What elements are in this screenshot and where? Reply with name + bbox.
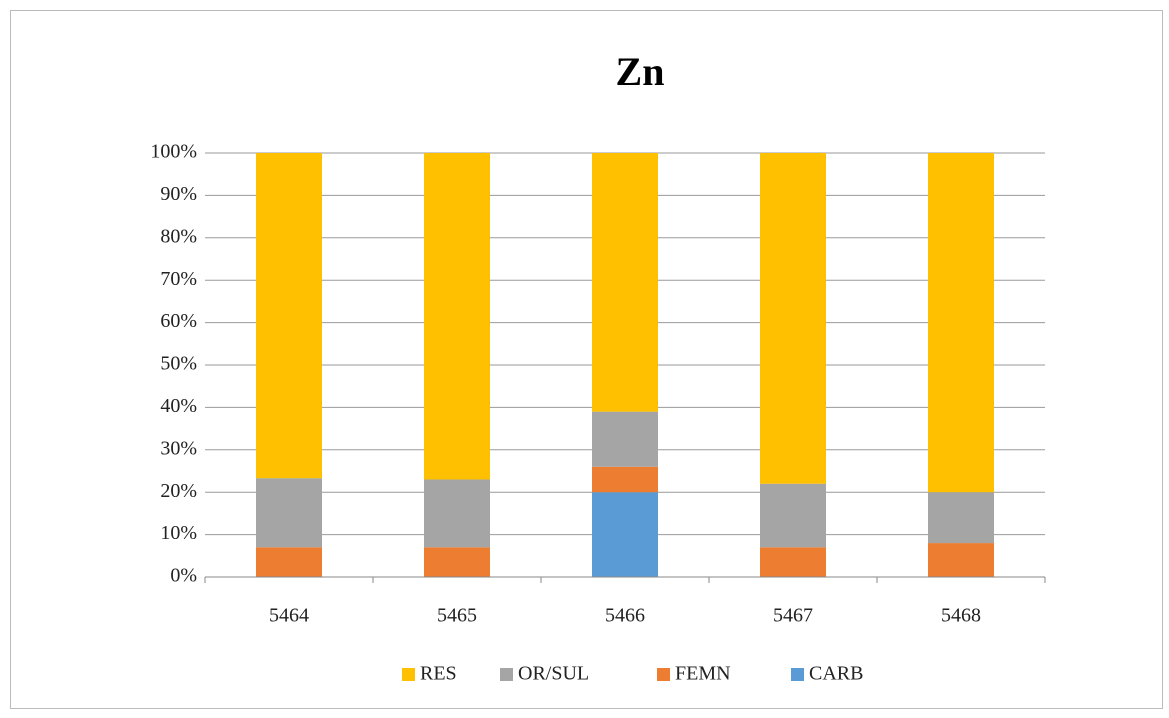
legend-label: OR/SUL — [518, 663, 589, 685]
bar-segment — [928, 492, 994, 544]
y-tick-label: 70% — [160, 268, 197, 290]
legend-swatch — [791, 668, 804, 681]
bar-segment — [592, 411, 658, 467]
bar-segment — [760, 483, 826, 548]
y-tick-label: 10% — [160, 522, 197, 544]
x-tick-label: 5464 — [269, 605, 309, 627]
y-tick-label: 0% — [170, 565, 197, 587]
bar-segment — [928, 543, 994, 577]
bar-segment — [760, 153, 826, 484]
legend-swatch — [657, 668, 670, 681]
legend-label: RES — [420, 663, 457, 685]
bar-segment — [424, 153, 490, 480]
legend-swatch — [500, 668, 513, 681]
x-tick-label: 5468 — [941, 605, 981, 627]
x-tick-label: 5465 — [437, 605, 477, 627]
y-tick-label: 90% — [160, 183, 197, 205]
bar-segment — [256, 153, 322, 479]
legend-label: CARB — [809, 663, 863, 685]
y-tick-label: 100% — [150, 141, 197, 163]
y-tick-label: 50% — [160, 353, 197, 375]
x-tick-label: 5466 — [605, 605, 645, 627]
y-tick-label: 80% — [160, 225, 197, 247]
y-tick-label: 30% — [160, 437, 197, 459]
bar-segment — [256, 547, 322, 577]
y-tick-label: 40% — [160, 395, 197, 417]
chart-title: Zn — [616, 49, 665, 94]
bar-segment — [424, 479, 490, 548]
bar-segment — [256, 478, 322, 548]
bar-segment — [592, 466, 658, 493]
bar-segment — [592, 153, 658, 412]
y-tick-label: 20% — [160, 480, 197, 502]
bar-segment — [760, 547, 826, 577]
legend-label: FEMN — [675, 663, 731, 685]
x-tick-label: 5467 — [773, 605, 813, 627]
bar-segment — [928, 153, 994, 493]
bar-segment — [424, 547, 490, 577]
legend-swatch — [402, 668, 415, 681]
y-tick-label: 60% — [160, 310, 197, 332]
bar-segment — [592, 492, 658, 577]
